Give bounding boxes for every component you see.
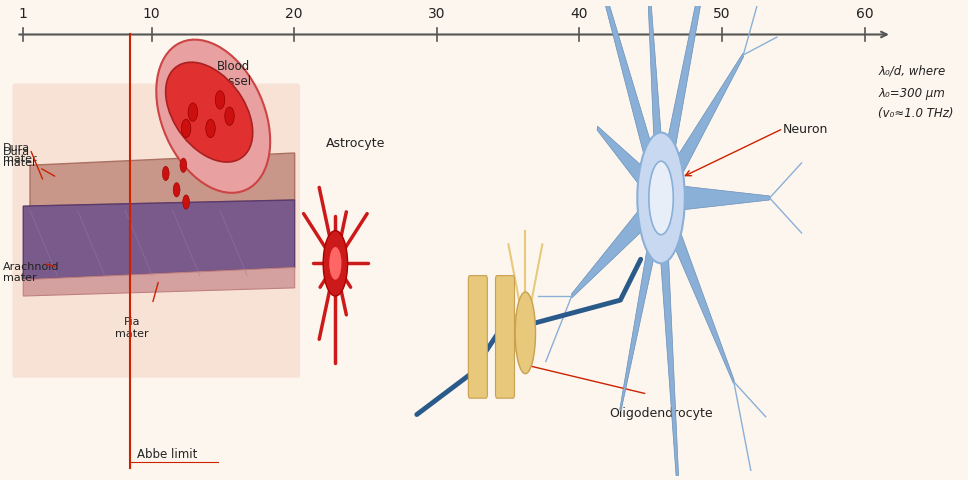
Text: 50: 50 [713,7,731,21]
Ellipse shape [215,92,225,110]
Text: (v₀≈1.0 THz): (v₀≈1.0 THz) [878,107,953,120]
Text: Neuron: Neuron [783,123,829,136]
Polygon shape [620,192,665,411]
Polygon shape [23,268,294,297]
FancyBboxPatch shape [13,84,300,378]
Ellipse shape [183,195,190,210]
Ellipse shape [180,159,187,173]
Text: 30: 30 [428,7,445,21]
Text: Dura
mater: Dura mater [3,143,37,164]
Text: Abbe limit: Abbe limit [137,447,197,460]
Text: Pia
mater: Pia mater [115,317,149,338]
FancyBboxPatch shape [469,276,487,398]
Polygon shape [590,0,665,208]
Ellipse shape [323,231,348,297]
Text: Arachnoid
mater: Arachnoid mater [3,261,59,283]
Ellipse shape [188,104,197,122]
Polygon shape [658,188,735,384]
Ellipse shape [515,292,535,374]
Text: 60: 60 [856,7,873,21]
Polygon shape [657,0,723,205]
Ellipse shape [637,133,684,264]
Text: Oligodendrocyte: Oligodendrocyte [609,407,712,420]
Text: 10: 10 [143,7,161,21]
Ellipse shape [329,248,342,280]
Polygon shape [658,54,743,211]
Ellipse shape [166,63,253,163]
Polygon shape [656,196,681,480]
Polygon shape [30,154,294,207]
Text: λ₀/d, where: λ₀/d, where [878,64,946,77]
Ellipse shape [156,40,270,193]
Ellipse shape [163,167,169,181]
Polygon shape [661,184,770,213]
Polygon shape [597,127,663,212]
Ellipse shape [206,120,215,138]
Polygon shape [23,201,294,280]
Text: 1: 1 [18,7,28,21]
Polygon shape [647,0,666,201]
Ellipse shape [181,120,191,138]
FancyBboxPatch shape [496,276,515,398]
Text: λ₀=300 μm: λ₀=300 μm [878,86,945,99]
Text: Dura
mater: Dura mater [3,146,55,177]
Text: 20: 20 [286,7,303,21]
Polygon shape [571,185,663,298]
Text: Astrocyte: Astrocyte [326,137,385,150]
Circle shape [649,162,674,235]
Text: 40: 40 [571,7,589,21]
Ellipse shape [225,108,234,126]
Ellipse shape [173,183,180,198]
Text: Blood
vessel: Blood vessel [215,60,252,88]
